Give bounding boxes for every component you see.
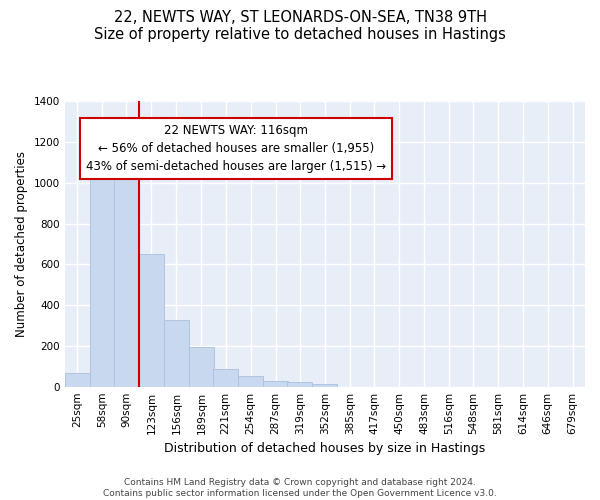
Bar [238, 376, 263, 386]
Bar [65, 374, 89, 386]
Text: 22, NEWTS WAY, ST LEONARDS-ON-SEA, TN38 9TH
Size of property relative to detache: 22, NEWTS WAY, ST LEONARDS-ON-SEA, TN38 … [94, 10, 506, 42]
Bar [313, 384, 337, 386]
Bar [263, 380, 288, 386]
Text: 22 NEWTS WAY: 116sqm
← 56% of detached houses are smaller (1,955)
43% of semi-de: 22 NEWTS WAY: 116sqm ← 56% of detached h… [86, 124, 386, 173]
Y-axis label: Number of detached properties: Number of detached properties [15, 151, 28, 337]
Bar [89, 179, 115, 386]
Bar [139, 254, 164, 386]
Bar [114, 162, 139, 386]
X-axis label: Distribution of detached houses by size in Hastings: Distribution of detached houses by size … [164, 442, 485, 455]
Bar [189, 347, 214, 387]
Text: Contains HM Land Registry data © Crown copyright and database right 2024.
Contai: Contains HM Land Registry data © Crown c… [103, 478, 497, 498]
Bar [213, 368, 238, 386]
Bar [287, 382, 313, 386]
Bar [164, 320, 189, 386]
